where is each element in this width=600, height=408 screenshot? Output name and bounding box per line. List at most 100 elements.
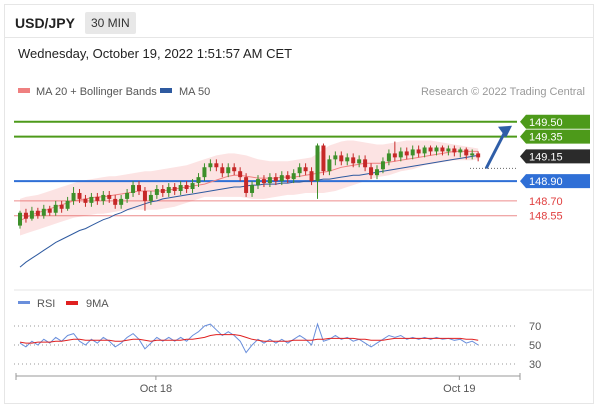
candle-body — [77, 192, 82, 199]
candle-body — [232, 167, 237, 172]
candle-body — [369, 167, 374, 176]
candle-body — [53, 204, 58, 213]
candle-body — [256, 179, 260, 186]
candle-body — [250, 185, 255, 193]
candle-body — [148, 194, 153, 201]
legend-swatch-9ma — [66, 301, 78, 305]
candle-body — [339, 155, 344, 162]
candle-body — [446, 148, 451, 152]
candle-body — [303, 167, 308, 172]
candle-body — [380, 161, 385, 170]
candle-body — [190, 183, 195, 190]
candle-body — [392, 153, 397, 158]
candle-body — [458, 149, 463, 153]
rsi-9ma-line — [19, 334, 479, 344]
candle-body — [18, 212, 22, 226]
candle-body — [404, 151, 409, 156]
timeframe-button[interactable]: 30 MIN — [85, 12, 136, 34]
candle-body — [279, 175, 284, 182]
credit-text: Research © 2022 Trading Central — [421, 86, 585, 98]
candle-body — [101, 194, 106, 201]
price-badge-149-35 — [520, 129, 590, 144]
ma50-line — [19, 154, 479, 268]
candle-body — [357, 159, 362, 164]
candle-body — [410, 149, 415, 156]
candle-body — [166, 187, 171, 193]
candle-body — [273, 177, 278, 182]
candle-body — [35, 210, 40, 216]
legend-label-rsi: RSI — [37, 298, 55, 310]
candle-body — [238, 171, 243, 178]
candle-body — [142, 190, 147, 201]
widget-frame — [4, 4, 594, 404]
candle-body — [440, 147, 445, 152]
price-label-148-70: 148.70 — [529, 196, 563, 208]
candle-body — [327, 159, 332, 172]
candle-body — [315, 145, 320, 182]
candle-body — [172, 187, 177, 191]
legend-swatch-rsi — [18, 301, 30, 304]
candle-body — [285, 175, 290, 180]
legend-label-ma20: MA 20 + Bollinger Bands — [36, 86, 157, 98]
candle-body — [107, 194, 112, 199]
symbol-label: USD/JPY — [15, 15, 75, 31]
candle-body — [208, 163, 213, 168]
candle-body — [363, 159, 368, 168]
rsi-tick-30: 30 — [529, 359, 541, 371]
price-badge-148-90 — [520, 174, 590, 189]
candle-body — [47, 208, 52, 213]
candle-body — [59, 204, 64, 209]
rsi-line — [19, 322, 479, 354]
price-badge-text: 149.35 — [529, 132, 563, 144]
candle-body — [131, 185, 136, 193]
candle-body — [214, 163, 219, 168]
legend-swatch-ma20 — [18, 88, 30, 93]
candle-body — [125, 192, 130, 199]
candle-body — [137, 185, 141, 191]
legend-label-9ma: 9MA — [86, 298, 109, 310]
candle-body — [65, 200, 70, 209]
forecast-arrow-head — [498, 125, 512, 138]
candle-body — [297, 167, 302, 174]
candle-body — [23, 212, 28, 219]
candle-body — [41, 208, 46, 216]
candle-body — [309, 171, 314, 182]
candle-body — [178, 185, 183, 191]
candle-body — [345, 157, 350, 162]
candle-body — [470, 153, 475, 156]
candle-body — [154, 189, 159, 195]
candle-body — [160, 189, 165, 193]
candle-body — [89, 196, 94, 203]
candle-body — [291, 173, 296, 180]
candle-body — [422, 147, 427, 154]
price-badge-149-50 — [520, 114, 590, 129]
x-tick-label: Oct 19 — [443, 383, 475, 395]
rsi-tick-70: 70 — [529, 321, 541, 333]
price-badge-text: 149.15 — [529, 151, 563, 163]
candle-body — [434, 147, 439, 152]
candle-body — [333, 155, 338, 160]
forecast-arrow-shaft — [484, 129, 508, 170]
legend-label-ma50: MA 50 — [179, 86, 210, 98]
price-label-148-55: 148.55 — [529, 211, 563, 223]
candle-body — [71, 192, 76, 201]
candle-body — [83, 198, 88, 203]
candle-body — [416, 149, 421, 154]
candle-body — [196, 177, 201, 184]
candle-body — [119, 198, 124, 205]
legend-swatch-ma50 — [160, 88, 172, 93]
timestamp: Wednesday, October 19, 2022 1:51:57 AM C… — [18, 46, 293, 61]
candle-body — [464, 149, 469, 156]
candle-body — [351, 157, 356, 164]
candle-body — [452, 148, 457, 153]
chart-header: USD/JPY 30 MIN — [5, 5, 593, 38]
candle-body — [267, 177, 272, 184]
candle-body — [95, 196, 100, 201]
bollinger-band-area — [20, 140, 479, 236]
x-tick-label: Oct 18 — [140, 383, 172, 395]
candle-body — [29, 210, 34, 219]
candle-body — [184, 185, 189, 190]
candle-body — [375, 169, 379, 176]
candle-body — [261, 179, 266, 184]
